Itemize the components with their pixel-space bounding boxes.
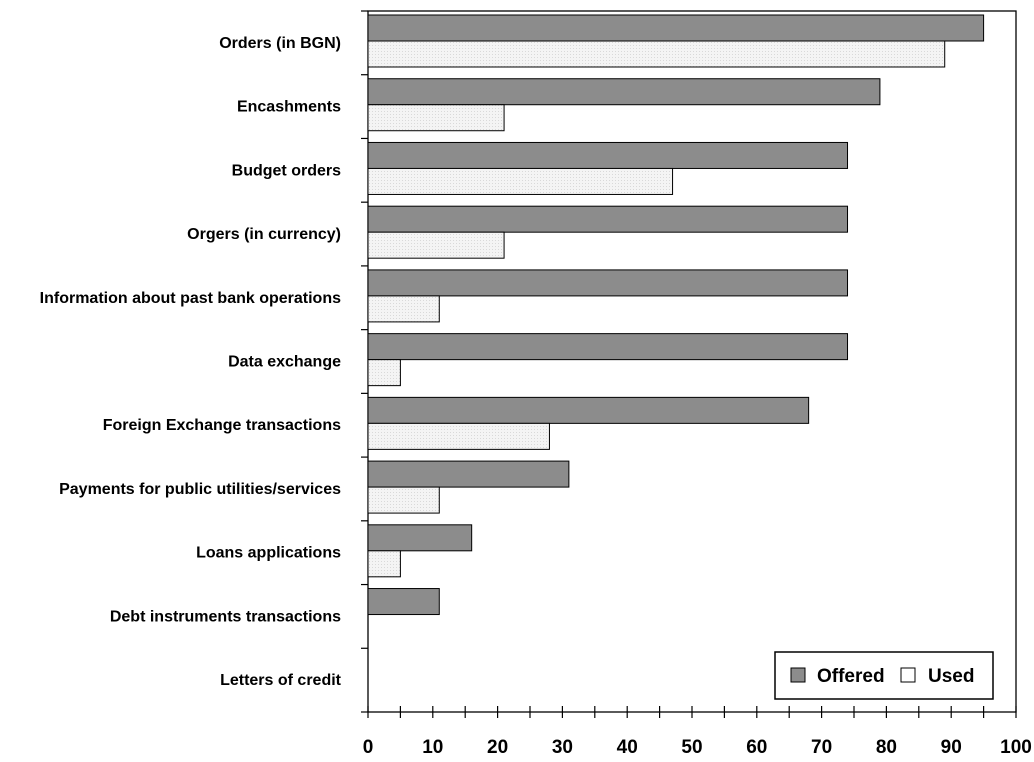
bar-offered xyxy=(367,396,810,424)
category-label: Foreign Exchange transactions xyxy=(103,417,341,434)
category-label: Orgers (in currency) xyxy=(187,226,341,243)
category-label: Data exchange xyxy=(228,354,341,371)
category-label: Debt instruments transactions xyxy=(110,608,341,625)
legend-swatch-offered xyxy=(790,667,806,683)
bar-offered xyxy=(367,14,985,42)
x-tick-label: 30 xyxy=(552,737,573,758)
legend: Offered Used xyxy=(774,651,994,700)
bar-offered xyxy=(367,269,849,297)
bar-used xyxy=(367,359,401,387)
category-label: Payments for public utilities/services xyxy=(59,481,341,498)
category-label: Budget orders xyxy=(232,162,341,179)
bar-used xyxy=(367,104,505,132)
x-tick-label: 70 xyxy=(811,737,832,758)
bar-offered xyxy=(367,141,849,169)
bar-used xyxy=(367,295,440,323)
x-tick-label: 20 xyxy=(487,737,508,758)
category-label: Encashments xyxy=(237,99,341,116)
bar-offered xyxy=(367,78,881,106)
bar-offered xyxy=(367,588,440,616)
x-tick-label: 10 xyxy=(422,737,443,758)
x-tick-label: 60 xyxy=(746,737,767,758)
legend-box xyxy=(774,651,994,700)
category-label: Information about past bank operations xyxy=(40,290,341,307)
bar-offered xyxy=(367,205,849,233)
legend-label-used: Used xyxy=(928,666,974,687)
x-tick-label: 50 xyxy=(681,737,702,758)
bar-offered xyxy=(367,460,570,488)
x-tick-label: 0 xyxy=(363,737,374,758)
category-label: Orders (in BGN) xyxy=(219,35,341,52)
bar-offered xyxy=(367,524,473,552)
category-label: Loans applications xyxy=(196,545,341,562)
legend-label-offered: Offered xyxy=(817,666,885,687)
bar-used xyxy=(367,486,440,514)
category-label: Letters of credit xyxy=(220,672,342,689)
bar-used xyxy=(367,231,505,259)
x-tick-label: 100 xyxy=(1000,737,1032,758)
bar-offered xyxy=(367,333,849,361)
bar-used xyxy=(367,40,946,68)
legend-swatch-used xyxy=(900,667,916,683)
bar-used xyxy=(367,422,550,450)
bar-used xyxy=(367,550,401,578)
x-tick-label: 90 xyxy=(941,737,962,758)
x-tick-label: 40 xyxy=(617,737,638,758)
bar-used xyxy=(367,167,674,195)
x-tick-label: 80 xyxy=(876,737,897,758)
